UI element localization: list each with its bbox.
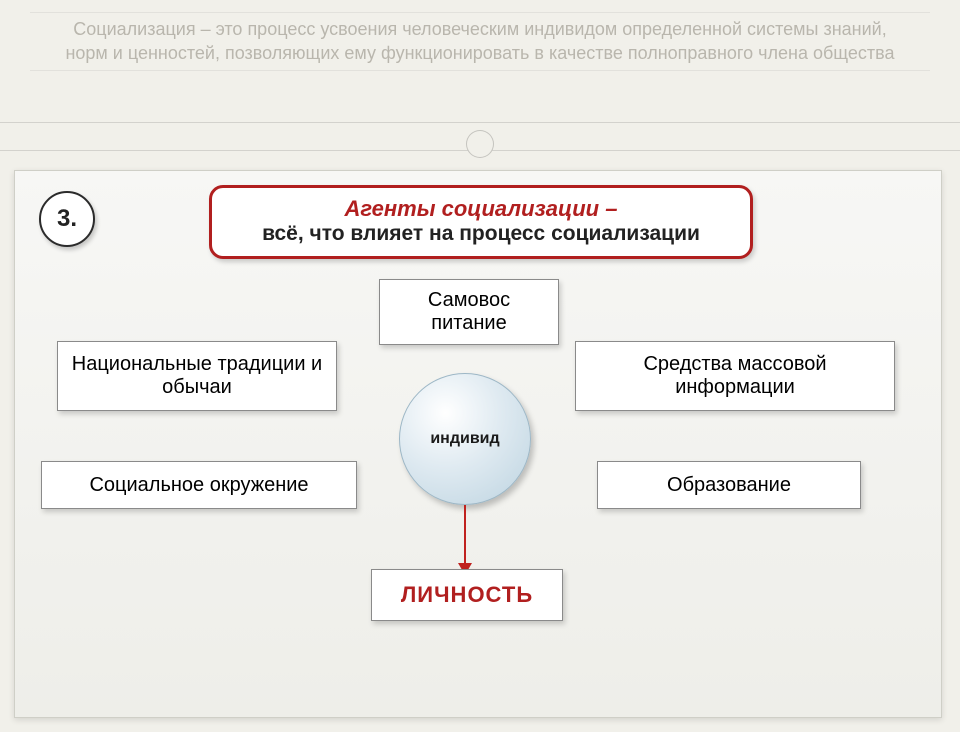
node-label: Самовос питание xyxy=(392,289,546,335)
node-social-env: Социальное окружение xyxy=(41,461,357,509)
result-label: ЛИЧНОСТЬ xyxy=(401,582,533,608)
center-individual-circle: индивид xyxy=(399,373,531,505)
node-education: Образование xyxy=(597,461,861,509)
node-label: Социальное окружение xyxy=(89,474,308,497)
decor-circle xyxy=(466,130,494,158)
node-self-education: Самовос питание xyxy=(379,279,559,345)
agents-title-line2: всё, что влияет на процесс социализации xyxy=(236,222,726,246)
node-traditions: Национальные традиции и обычаи xyxy=(57,341,337,411)
node-label: Средства массовой информации xyxy=(588,353,882,399)
node-label: Образование xyxy=(667,474,791,497)
definition-text: Социализация – это процесс усвоения чело… xyxy=(50,17,910,66)
definition-header: Социализация – это процесс усвоения чело… xyxy=(30,12,930,71)
arrow-line xyxy=(464,505,466,565)
node-label: Национальные традиции и обычаи xyxy=(70,353,324,399)
node-mass-media: Средства массовой информации xyxy=(575,341,895,411)
content-panel: 3. Агенты социализации – всё, что влияет… xyxy=(14,170,942,718)
agents-title-box: Агенты социализации – всё, что влияет на… xyxy=(209,185,753,259)
decor-line-top xyxy=(0,122,960,123)
slide-number-badge: 3. xyxy=(39,191,95,247)
center-label: индивид xyxy=(430,430,499,448)
result-personality-box: ЛИЧНОСТЬ xyxy=(371,569,563,621)
slide-number: 3. xyxy=(57,205,77,233)
agents-title-line1: Агенты социализации – xyxy=(236,196,726,222)
